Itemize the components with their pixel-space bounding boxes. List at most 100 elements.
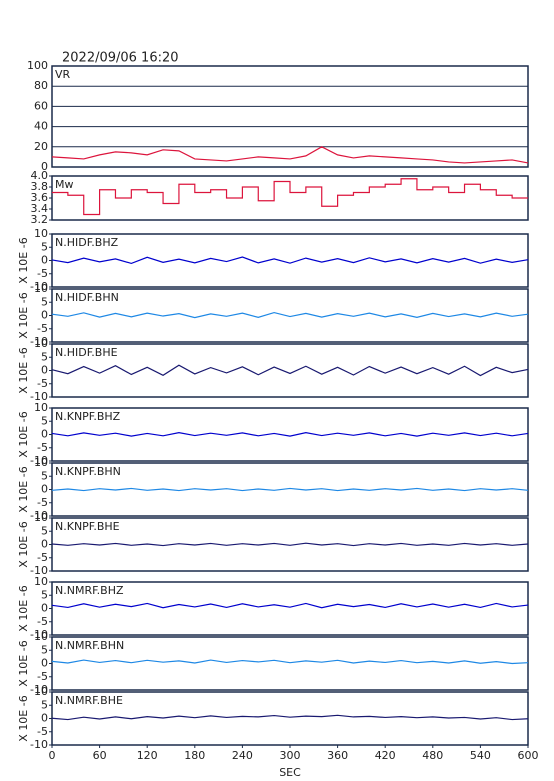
y-tick-label: 5	[41, 295, 48, 308]
y-tick-label: 100	[27, 59, 48, 72]
y-tick-label: 3.4	[31, 202, 49, 215]
panel-frame	[51, 65, 529, 168]
panel-label: Mw	[55, 178, 74, 191]
x-axis-label: SEC	[279, 766, 301, 779]
y-tick-label: 5	[41, 588, 48, 601]
panel-frame	[51, 691, 529, 746]
y-axis-label: X 10E -6	[17, 640, 30, 686]
x-tick-label: 540	[470, 749, 491, 762]
y-tick-label: 5	[41, 414, 48, 427]
panel-label: N.KNPF.BHN	[55, 465, 121, 478]
y-tick-label: -10	[30, 738, 48, 751]
x-tick-label: 240	[232, 749, 253, 762]
panel-frame	[51, 288, 529, 343]
y-tick-label: 5	[41, 240, 48, 253]
x-tick-label: 480	[422, 749, 443, 762]
trace-line	[51, 659, 529, 665]
x-tick-label: 0	[49, 749, 56, 762]
y-tick-label: 10	[34, 401, 48, 414]
panel-label: N.KNPF.BHZ	[55, 410, 121, 423]
y-tick-label: 0	[41, 309, 48, 322]
y-tick-label: 40	[34, 120, 48, 133]
y-tick-label: -5	[37, 267, 48, 280]
y-axis-label: X 10E -6	[17, 521, 30, 567]
y-axis-label: X 10E -6	[17, 292, 30, 338]
trace-line	[51, 311, 529, 319]
y-tick-label: -10	[30, 628, 48, 641]
y-tick-label: -5	[37, 725, 48, 738]
y-tick-label: 5	[41, 698, 48, 711]
y-tick-label: 0	[41, 254, 48, 267]
y-axis-label: X 10E -6	[17, 347, 30, 393]
y-tick-label: 3.2	[31, 213, 49, 226]
x-tick-label: 120	[137, 749, 158, 762]
y-tick-label: 10	[34, 456, 48, 469]
trace-line	[51, 256, 529, 265]
panel-label: VR	[55, 68, 71, 81]
y-tick-label: -5	[37, 670, 48, 683]
y-tick-label: -5	[37, 377, 48, 390]
x-tick-label: 300	[280, 749, 301, 762]
chart-title: 2022/09/06 16:20	[62, 51, 179, 66]
y-tick-label: 5	[41, 524, 48, 537]
y-axis-label: X 10E -6	[17, 466, 30, 512]
panel-label: N.HIDF.BHZ	[55, 236, 119, 249]
y-tick-label: 0	[41, 712, 48, 725]
y-tick-label: -10	[30, 564, 48, 577]
y-tick-label: 0	[41, 657, 48, 670]
panel-label: N.KNPF.BHE	[55, 520, 120, 533]
y-axis-label: X 10E -6	[17, 695, 30, 741]
panel-label: N.HIDF.BHN	[55, 291, 119, 304]
trace-line	[51, 714, 529, 721]
panel-label: N.NMRF.BHE	[55, 694, 123, 707]
panel-label: N.HIDF.BHE	[55, 346, 118, 359]
y-tick-label: 20	[34, 140, 48, 153]
panel-frame	[51, 462, 529, 517]
y-tick-label: 5	[41, 643, 48, 656]
y-tick-label: 5	[41, 350, 48, 363]
trace-line	[51, 364, 529, 377]
y-tick-label: -5	[37, 496, 48, 509]
x-tick-label: 600	[518, 749, 539, 762]
y-tick-label: 0	[41, 602, 48, 615]
panel-label: N.NMRF.BHN	[55, 639, 124, 652]
y-tick-label: 0	[41, 483, 48, 496]
y-tick-label: -10	[30, 335, 48, 348]
y-tick-label: -5	[37, 615, 48, 628]
y-tick-label: -10	[30, 683, 48, 696]
trace-line	[51, 146, 529, 164]
y-tick-label: 60	[34, 99, 48, 112]
y-tick-label: -5	[37, 551, 48, 564]
x-tick-label: 360	[327, 749, 348, 762]
y-axis-label: X 10E -6	[17, 237, 30, 283]
y-tick-label: 10	[34, 685, 48, 698]
panel-label: N.NMRF.BHZ	[55, 584, 124, 597]
trace-line	[51, 602, 529, 609]
y-axis-label: X 10E -6	[17, 411, 30, 457]
y-tick-label: 80	[34, 79, 48, 92]
x-tick-label: 420	[375, 749, 396, 762]
y-tick-label: 10	[34, 630, 48, 643]
y-tick-label: 10	[34, 575, 48, 588]
panel-frame	[51, 343, 529, 398]
y-tick-label: -5	[37, 322, 48, 335]
y-tick-label: -10	[30, 390, 48, 403]
y-tick-label: -10	[30, 454, 48, 467]
y-tick-label: 4.0	[31, 169, 49, 182]
y-tick-label: 10	[34, 282, 48, 295]
panel-frame	[51, 407, 529, 462]
trace-line	[52, 178, 528, 216]
y-tick-label: -10	[30, 280, 48, 293]
y-tick-label: 5	[41, 469, 48, 482]
y-tick-label: 0	[41, 364, 48, 377]
panel-frame	[51, 581, 529, 636]
y-axis-label: X 10E -6	[17, 585, 30, 631]
y-tick-label: -5	[37, 441, 48, 454]
x-tick-label: 60	[93, 749, 107, 762]
y-tick-label: 3.6	[31, 191, 49, 204]
y-tick-label: -10	[30, 509, 48, 522]
trace-line	[51, 542, 529, 547]
y-tick-label: 3.8	[31, 180, 49, 193]
y-tick-label: 10	[34, 511, 48, 524]
y-tick-label: 10	[34, 337, 48, 350]
